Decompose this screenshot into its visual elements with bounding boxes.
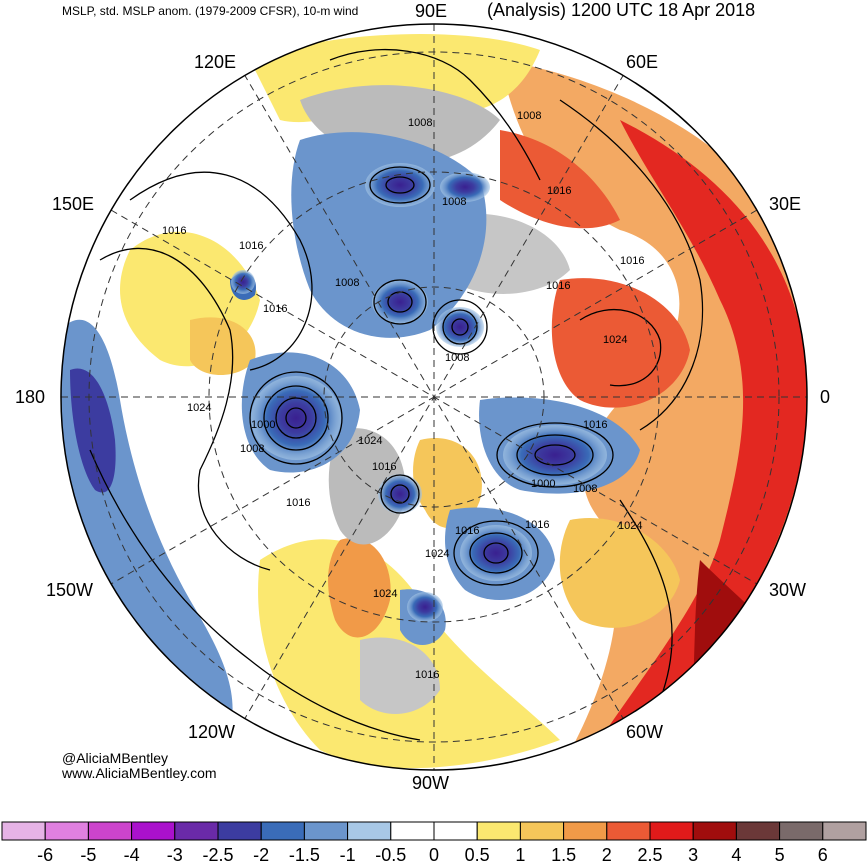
colorbar-swatch	[1, 821, 46, 841]
lon-label-60w: 60W	[626, 722, 664, 742]
colorbar-tick-label: -0.5	[375, 845, 407, 865]
colorbar-tick-label: -1	[339, 845, 356, 865]
colorbar-swatch	[433, 821, 478, 841]
isobar-label: 1000	[531, 478, 555, 490]
isobar-label: 1008	[408, 117, 432, 129]
isobar-label: 1024	[425, 548, 449, 560]
isobar-label: 1024	[187, 402, 211, 414]
colorbar-tick-label: -2.5	[202, 845, 234, 865]
isobar-label: 1008	[335, 277, 359, 289]
lon-label-150e: 150E	[52, 194, 95, 214]
colorbar-tick-label: 3	[688, 845, 699, 865]
colorbar-swatch	[347, 821, 392, 841]
colorbar-swatch	[476, 821, 521, 841]
colorbar-swatch	[563, 821, 608, 841]
colorbar-swatch	[303, 821, 349, 841]
isobar-label: 1016	[415, 669, 439, 681]
isobar-label: 1008	[442, 196, 466, 208]
colorbar-tick-label: -1.5	[288, 845, 320, 865]
isobar-label: 1016	[583, 419, 607, 431]
colorbar-tick-label: 0	[428, 845, 439, 865]
colorbar-swatch	[606, 821, 651, 841]
colorbar-tick-label: 4	[731, 845, 742, 865]
colorbar-tick-label: 6	[817, 845, 828, 865]
map-boundary	[60, 23, 808, 771]
isobar-label: 1024	[373, 588, 397, 600]
isobar-label: 1024	[603, 334, 627, 346]
colorbar-swatch	[87, 821, 133, 841]
colorbar-tick-label: 2	[601, 845, 612, 865]
isobar-label: 1016	[372, 461, 396, 473]
colorbar-swatch	[131, 821, 176, 841]
isobar-label: 1016	[525, 519, 549, 531]
author-website[interactable]: www.AliciaMBentley.com	[62, 765, 217, 781]
isobar-label: 1008	[573, 483, 597, 495]
colorbar-tick-label: 0.5	[464, 845, 490, 865]
colorbar-tick-label: -4	[123, 845, 140, 865]
isobar-label: 1008	[517, 110, 541, 122]
isobar-label: 1024	[358, 435, 382, 447]
isobar-label: 1008	[240, 443, 264, 455]
polar-map: 1008 1008 1016 1016 1016 1016 1016 1016 …	[15, 0, 834, 771]
colorbar-tick-label: -6	[37, 845, 54, 865]
colorbar-tick-label: 5	[774, 845, 785, 865]
colorbar-swatch	[779, 821, 824, 841]
colorbar-tick-label: -3	[166, 845, 183, 865]
isobar-label: 1016	[620, 255, 644, 267]
colorbar-swatch	[519, 821, 565, 841]
lon-label-30e: 30E	[769, 194, 802, 214]
colorbar-swatch	[174, 821, 219, 841]
colorbar-tick-label: 1	[515, 845, 526, 865]
lon-label-120e: 120E	[194, 52, 237, 72]
lon-label-0: 0	[820, 387, 831, 407]
colorbar-tick-label: -5	[80, 845, 97, 865]
analysis-time: (Analysis) 1200 UTC 18 Apr 2018	[487, 0, 756, 20]
isobar-label: 1016	[239, 240, 263, 252]
isobar-label: 1016	[286, 497, 310, 509]
isobar-label: 1024	[618, 520, 642, 532]
isobar-label: 1016	[547, 185, 571, 197]
isobar-label: 1016	[546, 280, 570, 292]
isobar-label: 1008	[445, 352, 469, 364]
colorbar-tick-label: 2.5	[637, 845, 663, 865]
isobar-label: 1016	[162, 225, 186, 237]
graticule	[61, 24, 807, 770]
colorbar-tick-label: -2	[253, 845, 270, 865]
colorbar-swatch	[390, 821, 435, 841]
colorbar	[1, 821, 867, 841]
colorbar-tick-label: 1.5	[551, 845, 577, 865]
lon-label-120w: 120W	[188, 722, 236, 742]
label-halos	[15, 0, 834, 406]
colorbar-swatch	[44, 821, 89, 841]
colorbar-swatch	[649, 821, 694, 841]
lon-label-150w: 150W	[46, 580, 94, 600]
lon-label-30w: 30W	[769, 580, 807, 600]
map-title: MSLP, std. MSLP anom. (1979-2009 CFSR), …	[62, 4, 359, 18]
colorbar-swatch	[692, 821, 737, 841]
colorbar-swatch	[217, 821, 262, 841]
colorbar-swatch	[735, 821, 781, 841]
isobar-label: 1016	[263, 303, 287, 315]
lon-label-90e: 90E	[415, 1, 448, 21]
isobar-label: 1000	[251, 419, 275, 431]
lon-label-180: 180	[15, 387, 46, 407]
colorbar-swatch	[260, 821, 305, 841]
colorbar-swatch	[822, 821, 867, 841]
lon-label-60e: 60E	[626, 52, 659, 72]
lon-label-90w: 90W	[412, 773, 450, 793]
isobar-labels: 1008 1008 1016 1016 1016 1016 1016 1016 …	[162, 110, 644, 681]
isobar-label: 1016	[455, 525, 479, 537]
author-handle: @AliciaMBentley	[62, 750, 169, 766]
